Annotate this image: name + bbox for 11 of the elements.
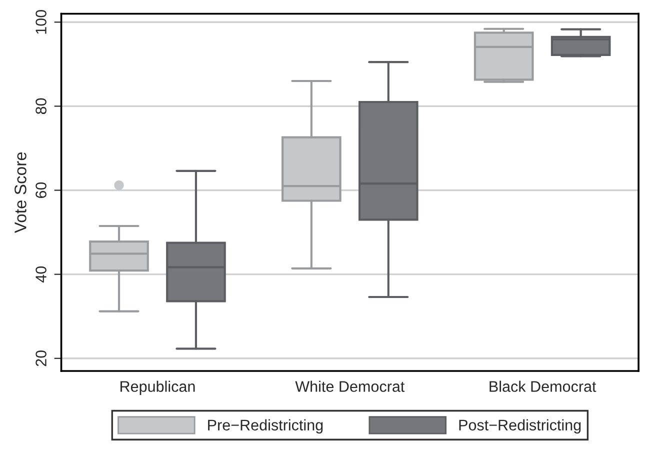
x-tick-label: Republican xyxy=(120,380,195,395)
y-axis-title: Vote Score xyxy=(14,152,26,234)
y-tick-label: 80 xyxy=(36,98,46,114)
y-tick-label: 60 xyxy=(36,182,46,198)
legend-label: Post−Redistricting xyxy=(459,419,581,434)
y-tick-label: 100 xyxy=(36,10,46,34)
x-tick-label: White Democrat xyxy=(295,380,405,392)
legend-label: Pre−Redistricting xyxy=(208,419,323,434)
x-tick-label: Black Democrat xyxy=(490,380,596,392)
y-tick-label: 40 xyxy=(36,266,46,282)
y-tick-label: 20 xyxy=(36,350,46,366)
